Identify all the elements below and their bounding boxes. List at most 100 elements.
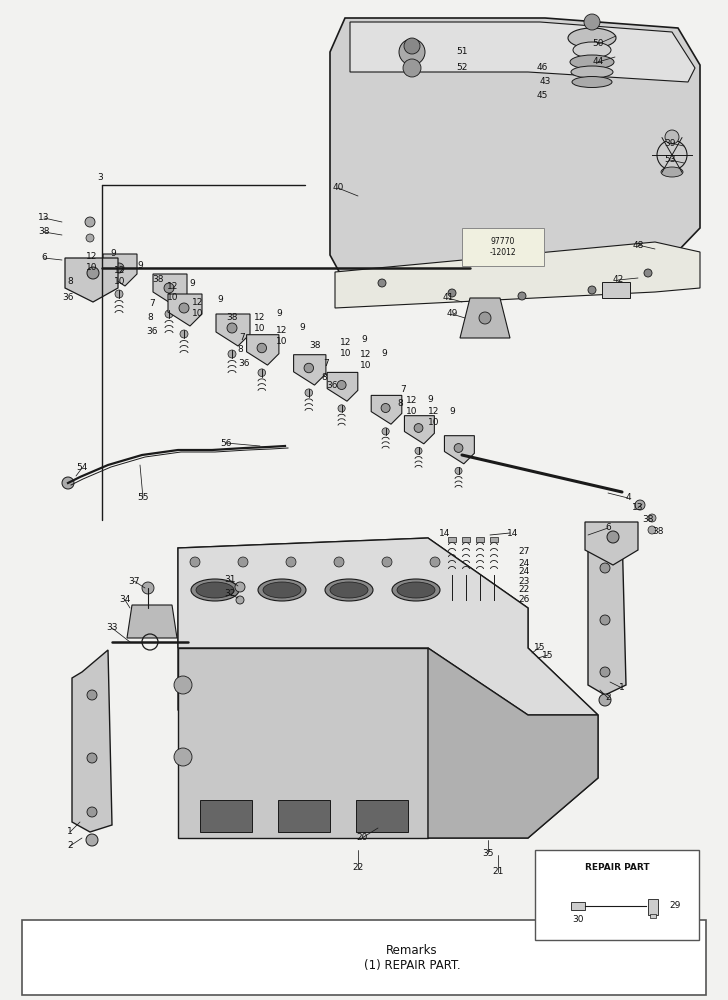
Polygon shape (405, 416, 435, 444)
Polygon shape (216, 314, 250, 346)
Text: 33: 33 (106, 624, 118, 633)
Polygon shape (103, 254, 137, 286)
Text: 12
10: 12 10 (86, 252, 98, 272)
Circle shape (600, 667, 610, 677)
Circle shape (334, 557, 344, 567)
Text: 50: 50 (593, 39, 604, 48)
Circle shape (165, 310, 173, 318)
Text: 26: 26 (518, 595, 530, 604)
Text: 12
10: 12 10 (276, 326, 288, 346)
Circle shape (415, 447, 422, 454)
Circle shape (286, 557, 296, 567)
Text: 35: 35 (482, 848, 494, 857)
Circle shape (448, 289, 456, 297)
Circle shape (87, 690, 97, 700)
Text: 22: 22 (518, 585, 530, 594)
Bar (200, 800, 252, 832)
Ellipse shape (263, 582, 301, 598)
Text: 13: 13 (39, 214, 50, 223)
Circle shape (378, 279, 386, 287)
Circle shape (518, 292, 526, 300)
Circle shape (87, 753, 97, 763)
Circle shape (86, 234, 94, 242)
Circle shape (236, 596, 244, 604)
Circle shape (304, 363, 314, 373)
Polygon shape (335, 242, 700, 308)
Text: 24: 24 (518, 568, 530, 576)
Text: 2: 2 (67, 842, 73, 850)
Text: 54: 54 (76, 464, 87, 473)
Circle shape (399, 39, 425, 65)
Text: 12
10: 12 10 (340, 338, 352, 358)
Text: 36: 36 (146, 328, 158, 336)
Text: REPAIR PART: REPAIR PART (585, 863, 649, 872)
Circle shape (404, 38, 420, 54)
Circle shape (657, 140, 687, 170)
Circle shape (337, 380, 346, 389)
Circle shape (648, 514, 656, 522)
Text: 36: 36 (238, 359, 250, 367)
Polygon shape (72, 650, 112, 832)
Circle shape (381, 403, 390, 412)
Text: 7: 7 (149, 298, 155, 308)
Bar (535, 850, 699, 940)
Circle shape (62, 477, 74, 489)
Circle shape (227, 323, 237, 333)
Polygon shape (178, 648, 428, 838)
Text: 38: 38 (642, 516, 654, 524)
Circle shape (600, 563, 610, 573)
Ellipse shape (571, 66, 613, 78)
Text: 12
10: 12 10 (167, 282, 179, 302)
Ellipse shape (330, 582, 368, 598)
Ellipse shape (570, 55, 614, 69)
Circle shape (228, 350, 236, 358)
Text: 4: 4 (625, 493, 631, 502)
Text: 12
10: 12 10 (360, 350, 372, 370)
Text: 15: 15 (542, 650, 554, 660)
Text: 22: 22 (352, 863, 363, 872)
Text: 51: 51 (456, 47, 468, 56)
Circle shape (87, 807, 97, 817)
Circle shape (382, 428, 389, 435)
Circle shape (114, 263, 124, 273)
Text: 48: 48 (633, 240, 644, 249)
Circle shape (164, 283, 174, 293)
Text: 2: 2 (605, 694, 611, 702)
Text: 9: 9 (449, 406, 455, 416)
Circle shape (238, 557, 248, 567)
Text: 12
10: 12 10 (428, 407, 440, 427)
Text: 45: 45 (537, 92, 547, 101)
Text: 43: 43 (539, 78, 550, 87)
Text: 30: 30 (572, 915, 583, 924)
Text: 8: 8 (397, 398, 403, 408)
Circle shape (588, 286, 596, 294)
Bar (571, 902, 585, 910)
Circle shape (174, 676, 192, 694)
Ellipse shape (397, 582, 435, 598)
Text: 9: 9 (381, 350, 387, 359)
Polygon shape (350, 22, 695, 82)
Text: 38: 38 (652, 528, 664, 536)
Text: 1: 1 (619, 684, 625, 692)
Text: 3: 3 (97, 174, 103, 182)
Text: 14: 14 (507, 528, 518, 538)
Circle shape (338, 405, 345, 412)
Polygon shape (585, 522, 638, 565)
Text: 52: 52 (456, 62, 467, 72)
Text: 40: 40 (332, 184, 344, 192)
Text: 8: 8 (237, 346, 243, 355)
Circle shape (479, 312, 491, 324)
Text: 7: 7 (239, 332, 245, 342)
Text: 42: 42 (612, 275, 624, 284)
Text: 46: 46 (537, 62, 547, 72)
Text: 9: 9 (276, 310, 282, 318)
Ellipse shape (196, 582, 234, 598)
Polygon shape (444, 436, 475, 464)
Bar (490, 537, 498, 542)
Circle shape (180, 330, 188, 338)
Circle shape (142, 582, 154, 594)
Ellipse shape (572, 77, 612, 88)
Circle shape (600, 615, 610, 625)
Text: 6: 6 (41, 253, 47, 262)
Bar (448, 537, 456, 542)
